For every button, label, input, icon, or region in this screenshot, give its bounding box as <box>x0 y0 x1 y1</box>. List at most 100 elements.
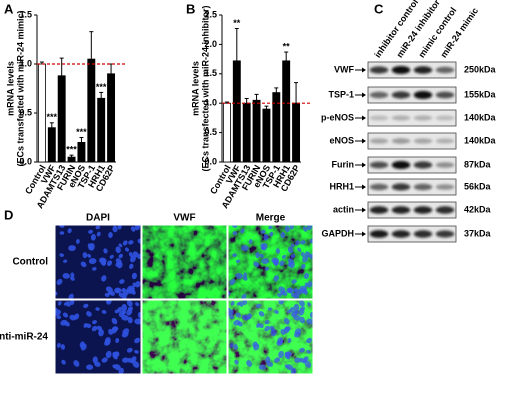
arrow-head <box>362 138 366 144</box>
frame <box>227 224 314 300</box>
nucleus <box>60 344 66 350</box>
nucleus <box>122 295 127 299</box>
nucleus <box>112 225 118 233</box>
nucleus <box>287 246 294 254</box>
row-header: Anti-miR-24 <box>0 332 48 343</box>
nucleus <box>275 248 281 254</box>
nucleus <box>306 337 313 344</box>
nucleus <box>301 252 305 257</box>
nucleus <box>73 360 80 367</box>
row-label: GAPDH <box>321 228 354 238</box>
nucleus <box>132 360 140 368</box>
nucleus <box>62 273 70 279</box>
blot-band <box>391 91 411 99</box>
nucleus <box>122 289 129 297</box>
nucleus <box>109 254 114 259</box>
nucleus <box>126 308 133 316</box>
nucleus <box>137 311 141 319</box>
y-tick-label: 0.0 <box>19 156 32 166</box>
bar <box>272 92 281 163</box>
micrograph-content <box>228 225 313 299</box>
nucleus <box>134 349 139 354</box>
blot-band <box>369 230 389 238</box>
y-tick-label: 2.0 <box>204 39 217 49</box>
nucleus <box>229 342 234 348</box>
nucleus <box>278 350 284 359</box>
micrograph <box>54 299 142 375</box>
panel-letter: B <box>186 1 195 16</box>
blot-band <box>435 206 455 214</box>
nucleus <box>69 300 75 306</box>
bar <box>242 102 251 163</box>
nucleus <box>255 303 262 309</box>
nucleus <box>299 285 307 292</box>
nucleus <box>114 309 120 314</box>
nucleus <box>129 255 136 263</box>
y-tick-label: 1.5 <box>19 9 32 19</box>
panel-letter: C <box>374 1 384 16</box>
nucleus <box>264 267 270 271</box>
nucleus <box>243 272 248 278</box>
nucleus <box>286 287 294 294</box>
nucleus <box>290 367 297 374</box>
nucleus <box>232 253 237 257</box>
frame <box>141 224 228 300</box>
bar <box>292 102 301 163</box>
nucleus <box>104 293 110 297</box>
y-axis-label: mRNA levels <box>190 61 200 116</box>
row-label: VWF <box>334 64 354 74</box>
micrograph <box>227 299 314 375</box>
nucleus <box>235 273 243 279</box>
bar <box>232 60 241 163</box>
row-label: actin <box>333 204 354 214</box>
nucleus <box>293 303 300 312</box>
y-axis-label: (ECs transfected with miR-24 mimic) <box>15 10 25 166</box>
significance-label: ** <box>283 41 291 51</box>
nucleus <box>73 313 80 320</box>
bar <box>47 127 56 163</box>
nucleus <box>85 323 92 328</box>
size-label: 87kDa <box>464 159 492 169</box>
nucleus <box>229 278 236 286</box>
arrow-head <box>362 231 366 237</box>
nucleus <box>87 253 92 258</box>
blot-band <box>369 115 389 121</box>
nucleus <box>294 295 299 299</box>
nucleus <box>122 240 128 246</box>
blot-band <box>369 66 389 74</box>
panel-letter: A <box>4 1 14 16</box>
nucleus <box>269 325 275 332</box>
nucleus <box>88 229 94 234</box>
y-tick-label: 1.0 <box>204 98 217 108</box>
blot-band <box>413 206 433 214</box>
nucleus <box>114 287 122 294</box>
blot-strip <box>367 86 457 104</box>
y-tick-label: 0.5 <box>204 127 217 137</box>
nucleus <box>101 275 107 282</box>
nucleus <box>61 359 66 365</box>
row-label: eNOS <box>329 135 354 145</box>
nucleus <box>95 225 101 230</box>
nucleus <box>266 361 274 367</box>
nucleus <box>126 300 133 307</box>
bar <box>77 141 86 163</box>
nucleus <box>246 360 253 367</box>
nucleus <box>267 307 273 311</box>
micrograph <box>141 299 228 375</box>
nucleus <box>307 302 312 307</box>
bar <box>67 156 76 163</box>
arrow-head <box>362 184 366 190</box>
nucleus <box>70 272 75 278</box>
nucleus <box>246 313 252 320</box>
bar <box>282 60 291 163</box>
nucleus <box>268 225 273 230</box>
nucleus <box>128 240 134 245</box>
nucleus <box>283 317 290 325</box>
nucleus <box>271 257 280 264</box>
nucleus <box>241 293 247 299</box>
nucleus <box>62 312 69 318</box>
nucleus <box>234 359 239 365</box>
nucleus <box>92 267 97 271</box>
nucleus <box>299 347 305 353</box>
nucleus <box>278 300 285 305</box>
